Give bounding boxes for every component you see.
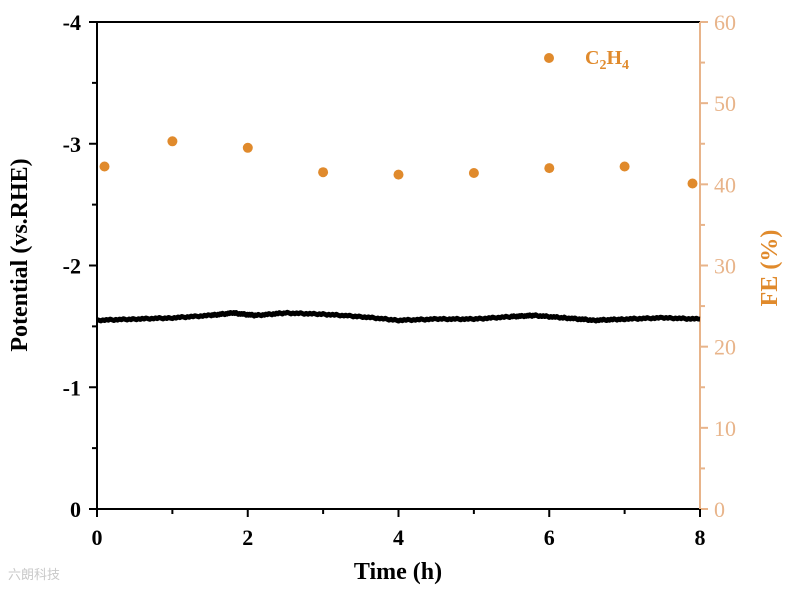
legend: C2H4 [544, 47, 629, 73]
y-left-tick-label: -4 [63, 10, 81, 35]
legend-label-c: C [585, 47, 599, 69]
bottom-axis-ticks: 0 2 4 6 8 [92, 509, 706, 550]
x-axis-title: Time (h) [354, 559, 442, 585]
y-left-tick-label: -1 [63, 375, 81, 400]
x-tick-label: 8 [695, 525, 706, 550]
left-axis-ticks: 0 -1 -2 -3 -4 [63, 10, 97, 522]
series-potential-line [96, 309, 701, 324]
c2h4-point [167, 136, 178, 147]
y-left-tick-label: -2 [63, 254, 81, 279]
legend-label-sub1: 2 [599, 58, 606, 73]
legend-label-sub2: 4 [622, 58, 629, 73]
c2h4-point [393, 169, 404, 180]
c2h4-point [318, 167, 329, 178]
c2h4-point [468, 168, 479, 178]
y-right-tick-label: 50 [714, 91, 736, 116]
y-right-axis-title: FE (%) [757, 230, 783, 307]
c2h4-point [619, 161, 630, 172]
watermark: 六朗科技 [8, 568, 61, 583]
right-axis-ticks: 0 10 20 30 40 50 60 [700, 10, 736, 522]
y-right-tick-label: 10 [714, 416, 736, 441]
c2h4-point [99, 161, 110, 172]
c2h4-point [544, 163, 555, 174]
x-tick-label: 4 [393, 525, 404, 550]
y-right-tick-label: 30 [714, 254, 736, 279]
x-tick-label: 6 [544, 525, 555, 550]
c2h4-point [242, 142, 253, 153]
legend-marker [544, 53, 554, 63]
legend-label-h: H [606, 47, 622, 69]
y-left-tick-label: 0 [70, 497, 81, 522]
x-tick-label: 0 [92, 525, 103, 550]
y-right-tick-label: 0 [714, 497, 725, 522]
y-right-tick-label: 40 [714, 172, 736, 197]
legend-label: C2H4 [585, 47, 629, 73]
y-right-tick-label: 60 [714, 10, 736, 35]
series-c2h4-points [99, 136, 698, 189]
y-right-tick-label: 20 [714, 335, 736, 360]
c2h4-point [687, 178, 698, 189]
x-tick-label: 2 [242, 525, 253, 550]
y-left-tick-label: -3 [63, 132, 81, 157]
y-left-axis-title: Potential (vs.RHE) [7, 158, 33, 351]
